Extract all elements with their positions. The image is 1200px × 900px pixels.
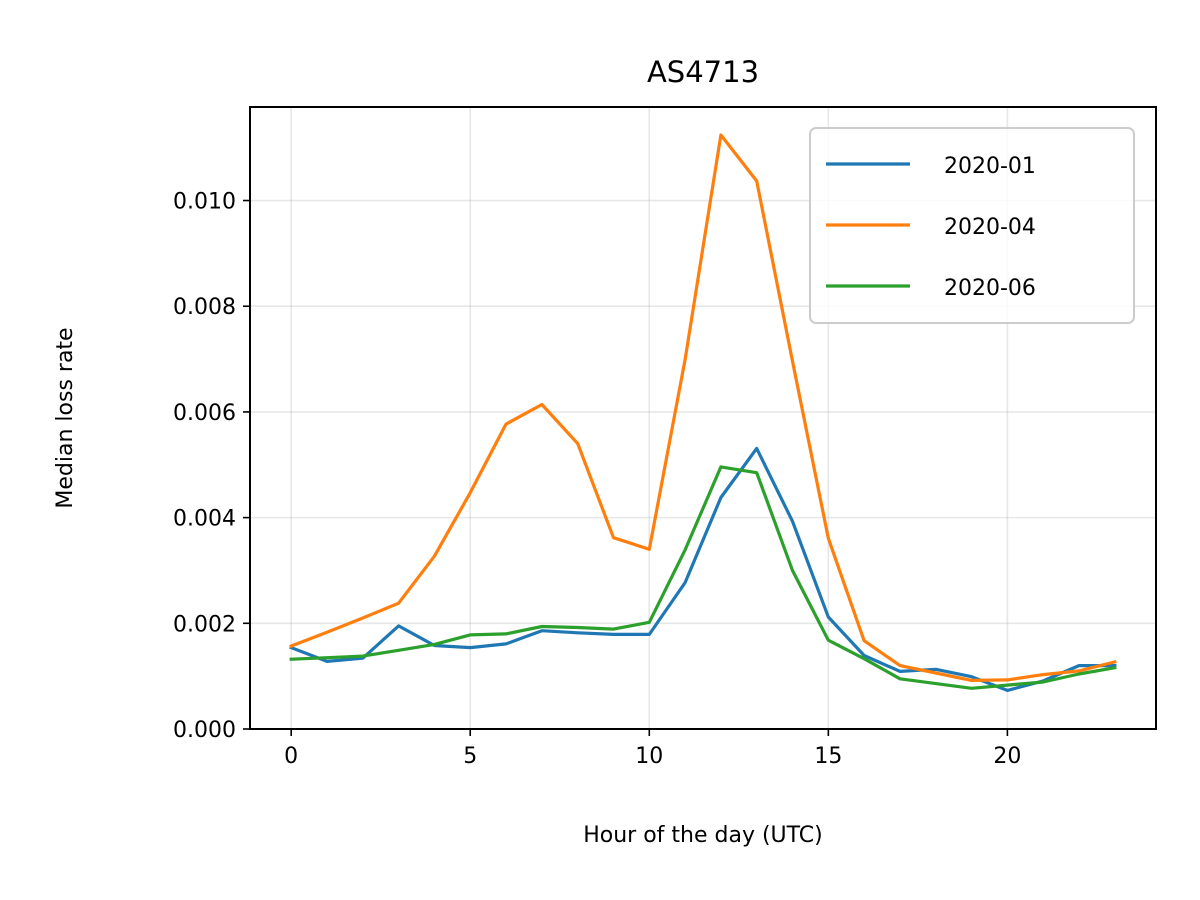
x-tick-label: 5 [463, 744, 477, 769]
series-line-2020-04 [289, 133, 1117, 683]
legend-label-2020-01: 2020-01 [944, 154, 1036, 179]
plot-frame [249, 106, 1157, 730]
chart-title: AS4713 [647, 55, 759, 89]
x-axis-label: Hour of the day (UTC) [583, 823, 823, 848]
y-axis-label: Median loss rate [53, 327, 78, 508]
x-tick-label: 10 [635, 744, 663, 769]
series-line-2020-06 [289, 465, 1117, 690]
legend-label-2020-04: 2020-04 [944, 215, 1036, 240]
x-tick-label: 15 [814, 744, 842, 769]
y-tick-label: 0.010 [173, 190, 236, 215]
y-tick-label: 0.004 [173, 507, 236, 532]
y-tick-label: 0.002 [173, 612, 236, 637]
legend: 2020-01 2020-04 2020-06 [809, 127, 1135, 324]
legend-box [809, 127, 1135, 324]
y-tick-label: 0.008 [173, 295, 236, 320]
axis-ticks: 0 5 10 15 20 0.000 0.002 0.004 0.006 0.008 0.010 [173, 190, 1021, 769]
y-tick-label: 0.006 [173, 401, 236, 426]
series-lines [289, 133, 1117, 693]
y-tick-label: 0.000 [173, 718, 236, 743]
x-tick-label: 0 [284, 744, 298, 769]
legend-label-2020-06: 2020-06 [944, 276, 1036, 301]
x-tick-label: 20 [993, 744, 1021, 769]
